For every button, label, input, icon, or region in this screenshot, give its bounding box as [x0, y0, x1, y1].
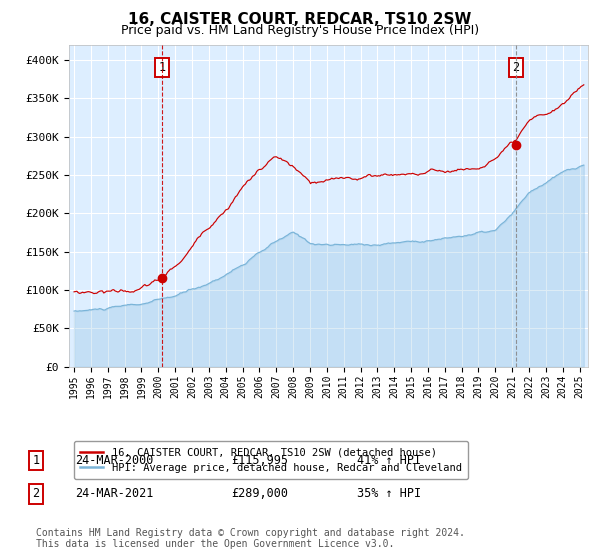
Text: £289,000: £289,000 — [231, 487, 288, 501]
Text: 35% ↑ HPI: 35% ↑ HPI — [357, 487, 421, 501]
Text: Price paid vs. HM Land Registry's House Price Index (HPI): Price paid vs. HM Land Registry's House … — [121, 24, 479, 37]
Text: 16, CAISTER COURT, REDCAR, TS10 2SW: 16, CAISTER COURT, REDCAR, TS10 2SW — [128, 12, 472, 27]
Text: 41% ↑ HPI: 41% ↑ HPI — [357, 454, 421, 467]
Text: 24-MAR-2000: 24-MAR-2000 — [75, 454, 154, 467]
Text: Contains HM Land Registry data © Crown copyright and database right 2024.
This d: Contains HM Land Registry data © Crown c… — [36, 528, 465, 549]
Text: 1: 1 — [158, 61, 166, 74]
Text: 2: 2 — [512, 61, 520, 74]
Text: 1: 1 — [32, 454, 40, 467]
Legend: 16, CAISTER COURT, REDCAR, TS10 2SW (detached house), HPI: Average price, detach: 16, CAISTER COURT, REDCAR, TS10 2SW (det… — [74, 441, 468, 479]
Text: £115,995: £115,995 — [231, 454, 288, 467]
Text: 2: 2 — [32, 487, 40, 501]
Text: 24-MAR-2021: 24-MAR-2021 — [75, 487, 154, 501]
